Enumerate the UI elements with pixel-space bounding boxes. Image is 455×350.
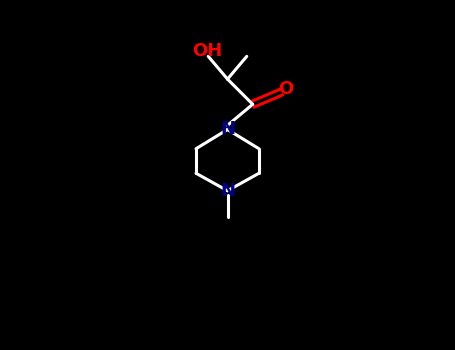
Text: N: N: [220, 120, 235, 138]
Text: O: O: [278, 79, 293, 98]
Text: OH: OH: [192, 42, 222, 60]
Text: N: N: [220, 182, 235, 201]
